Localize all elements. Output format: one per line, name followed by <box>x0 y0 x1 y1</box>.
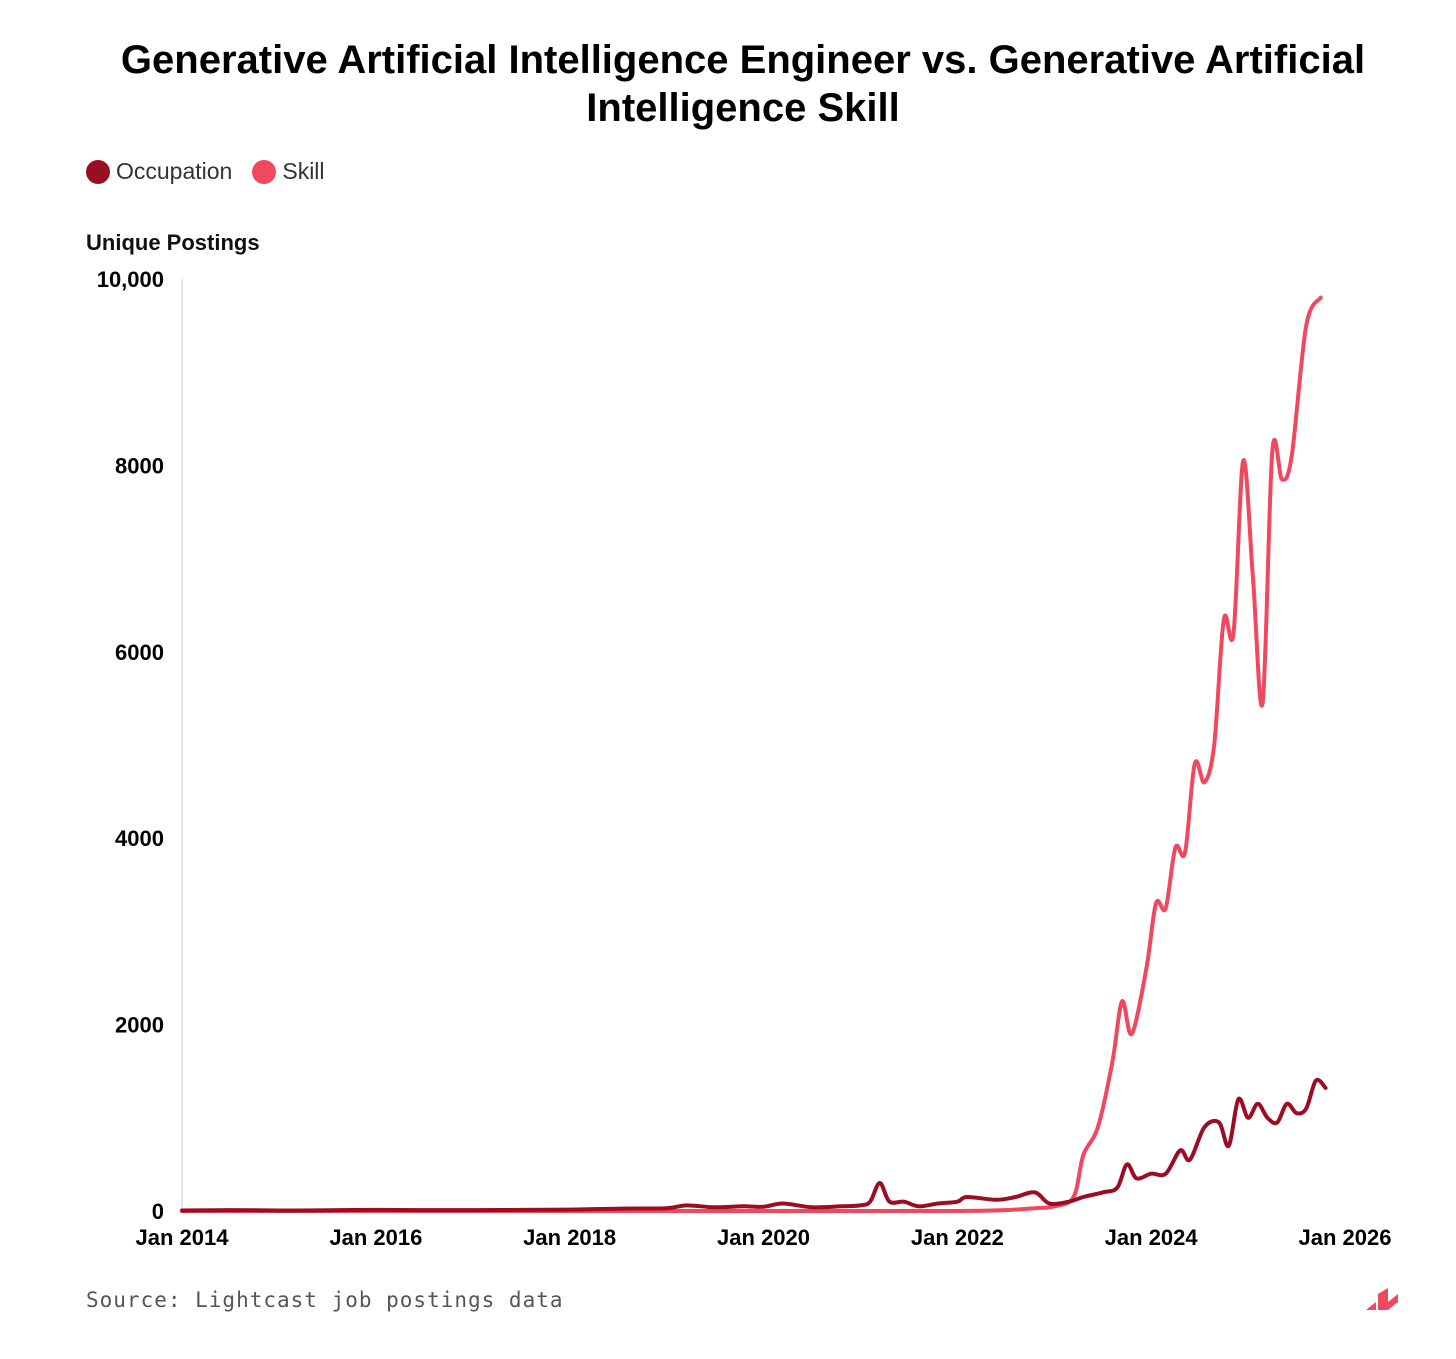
legend-label-skill: Skill <box>282 158 325 184</box>
x-tick-label: Jan 2022 <box>911 1225 1004 1250</box>
x-tick-label: Jan 2026 <box>1299 1225 1392 1250</box>
y-tick-label: 2000 <box>115 1013 164 1038</box>
series-line-occupation[interactable] <box>180 1077 1328 1213</box>
y-tick-label: 0 <box>152 1199 164 1224</box>
legend-item-skill[interactable]: Skill <box>252 158 325 185</box>
y-axis-title: Unique Postings <box>86 230 260 255</box>
y-tick-label: 4000 <box>115 826 164 851</box>
x-tick-label: Jan 2020 <box>717 1225 810 1250</box>
series-line-skill[interactable] <box>180 295 1323 1214</box>
chart-title: Generative Artificial Intelligence Engin… <box>120 38 1366 130</box>
source-note: Source: Lightcast job postings data <box>86 1288 564 1312</box>
x-tick-label: Jan 2014 <box>136 1225 230 1250</box>
x-tick-label: Jan 2024 <box>1105 1225 1199 1250</box>
lightcast-logo-icon <box>1366 1288 1398 1310</box>
y-tick-label: 10,000 <box>97 267 164 292</box>
legend-dot-occupation <box>86 159 110 184</box>
line-chart: 0 2000 4000 6000 8000 10,000 Jan 2014 Jan 2016 J… <box>97 267 1392 1250</box>
axes: 0 2000 4000 6000 8000 10,000 Jan 2014 Jan 2016 J… <box>97 267 1392 1250</box>
legend-label-occupation: Occupation <box>116 158 233 184</box>
legend-dot-skill <box>252 159 277 184</box>
legend-item-occupation[interactable]: Occupation <box>86 158 232 185</box>
x-tick-label: Jan 2016 <box>329 1225 422 1250</box>
series-layer <box>180 295 1328 1214</box>
y-tick-label: 8000 <box>115 453 164 478</box>
legend: Occupation Skill <box>86 158 345 185</box>
y-tick-label: 6000 <box>115 640 164 665</box>
x-tick-label: Jan 2018 <box>523 1225 616 1250</box>
